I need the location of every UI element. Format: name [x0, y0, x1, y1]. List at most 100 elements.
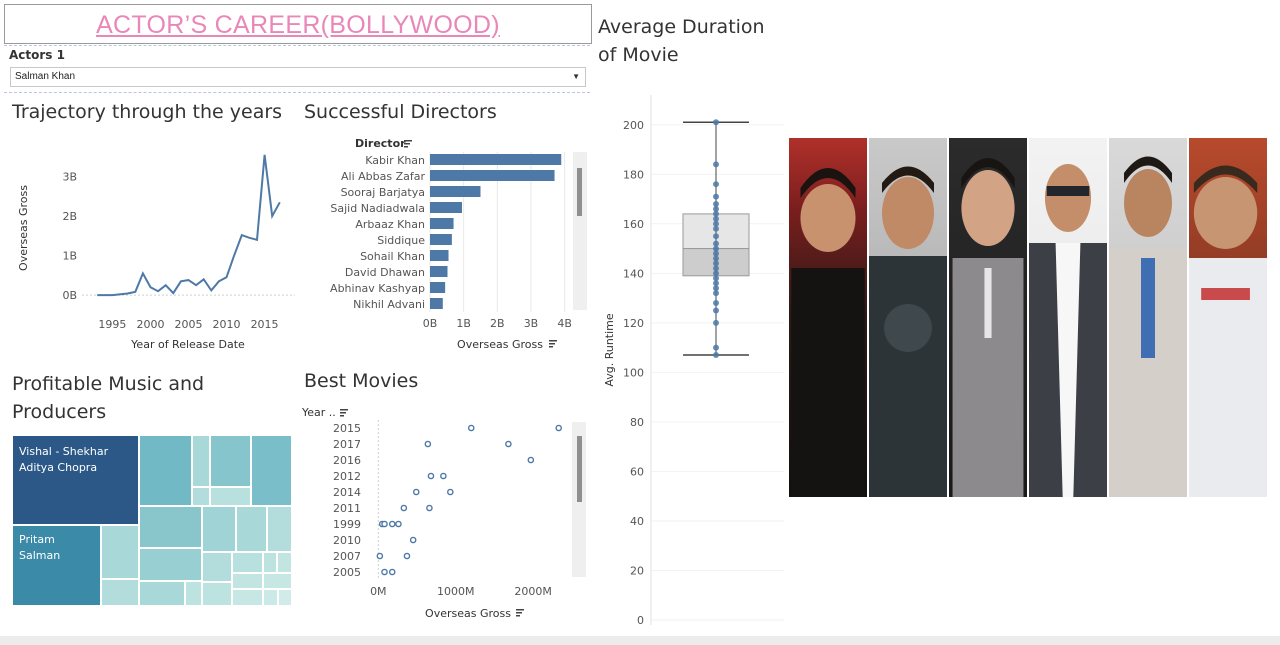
treemap-cell[interactable] [102, 526, 138, 578]
directors-xlabel: Overseas Gross [457, 338, 543, 351]
trajectory-chart[interactable]: 0B 1B 2B 3B 1995 2000 2005 2010 2015 Overseas Gr… [10, 130, 295, 355]
duration-title: Average Duration of Movie [598, 13, 765, 69]
treemap-cell[interactable] [140, 507, 201, 547]
best-movies-chart[interactable]: Year .. 0M 1000M 2000M 2015 2017 2016 2012 2014… [298, 400, 592, 625]
actor-filter-value: Salman Khan [15, 71, 76, 82]
treemap-cell[interactable] [233, 553, 262, 572]
runtime-point [713, 181, 719, 188]
treemap-label-music: Vishal - Shekhar [19, 445, 109, 458]
y-tick-label: 60 [630, 465, 644, 478]
chevron-down-icon[interactable]: ▼ [572, 72, 580, 81]
y-tick-label: 200 [623, 119, 644, 132]
treemap-cell[interactable] [264, 574, 291, 588]
movie-point [440, 472, 447, 480]
runtime-point [713, 205, 719, 212]
runtime-point [713, 260, 719, 267]
duration-title-line1: Average Duration [598, 16, 765, 38]
x-tick-label: 1000M [437, 585, 475, 598]
treemap-cell[interactable] [264, 553, 276, 572]
movie-point [395, 520, 402, 528]
x-tick-label: 2000M [514, 585, 552, 598]
divider-top [4, 45, 590, 46]
y-tick-label: 1B [62, 250, 77, 263]
year-label: 2010 [333, 534, 361, 547]
sort-icon[interactable] [340, 409, 348, 417]
treemap-cell[interactable] [233, 574, 262, 588]
treemap-cell[interactable] [102, 580, 138, 605]
trajectory-xlabel: Year of Release Date [130, 338, 245, 351]
year-header: Year .. [301, 406, 336, 419]
divider-filter [4, 92, 590, 93]
treemap-cell[interactable] [211, 436, 250, 486]
treemap-cell[interactable] [279, 590, 291, 605]
movie-point [381, 520, 388, 528]
director-bar [430, 218, 454, 229]
treemap-cell[interactable] [203, 583, 231, 605]
director-bar [430, 298, 443, 309]
y-tick-label: 100 [623, 366, 644, 379]
directors-chart[interactable]: Director 0B 1B 2B 3B 4B Kabir Khan Ali Abbas Z… [300, 130, 592, 355]
actor-photo [1189, 138, 1267, 497]
actor-filter-label: Actors 1 [9, 48, 65, 62]
duration-ylabel: Avg. Runtime [603, 313, 616, 387]
movie-point [426, 504, 433, 512]
treemap-cell[interactable] [237, 507, 266, 551]
sort-icon[interactable] [404, 140, 412, 148]
treemap-cell[interactable] [140, 549, 201, 580]
best-movies-xlabel: Overseas Gross [425, 607, 511, 620]
runtime-point [713, 285, 719, 292]
x-tick-label: 1B [456, 317, 471, 330]
runtime-point [713, 275, 719, 282]
treemap-cell[interactable] [203, 553, 231, 581]
treemap-cell[interactable] [193, 488, 209, 505]
actor-filter-dropdown[interactable]: Salman Khan ▼ [10, 67, 586, 87]
treemap-label-producer: Salman [19, 549, 61, 562]
treemap-cell[interactable] [186, 582, 201, 605]
y-tick-label: 140 [623, 267, 644, 280]
director-label: David Dhawan [345, 266, 425, 279]
treemap-cell[interactable] [278, 553, 291, 572]
treemap-cell[interactable] [268, 507, 291, 551]
directors-scrollbar-thumb[interactable] [577, 168, 582, 216]
y-tick-label: 20 [630, 564, 644, 577]
movie-point [388, 568, 396, 576]
treemap-cell[interactable] [264, 590, 277, 605]
y-tick-label: 80 [630, 416, 644, 429]
music-title-line2: Producers [12, 401, 107, 423]
sort-icon[interactable] [516, 609, 524, 617]
treemap-cell[interactable] [252, 436, 291, 505]
runtime-point [713, 270, 719, 277]
x-tick-label: 2010 [213, 318, 241, 331]
runtime-point [713, 255, 719, 262]
director-bar [430, 170, 555, 181]
treemap-cell[interactable] [140, 436, 191, 505]
treemap-cell[interactable] [203, 507, 235, 551]
runtime-point [713, 240, 719, 247]
runtime-point [713, 280, 719, 287]
treemap-cell-vishal-shekhar[interactable]: Vishal - Shekhar Aditya Chopra [13, 436, 138, 524]
treemap-cell-pritam[interactable]: Pritam Salman [13, 526, 100, 605]
treemap-cell[interactable] [233, 590, 262, 605]
director-label: Siddique [377, 234, 425, 247]
best-movies-scrollbar-thumb[interactable] [577, 436, 582, 502]
sort-icon[interactable] [549, 340, 557, 348]
treemap-cell[interactable] [140, 582, 184, 605]
runtime-point [713, 225, 719, 232]
music-title-line1: Profitable Music and [12, 373, 205, 395]
treemap-cell[interactable] [193, 436, 209, 486]
runtime-point [713, 245, 719, 252]
director-label: Sohail Khan [360, 250, 425, 263]
runtime-point [713, 201, 719, 207]
music-title: Profitable Music and Producers [12, 370, 204, 426]
director-bar [430, 186, 481, 197]
runtime-point [713, 193, 719, 200]
director-bar [430, 266, 448, 277]
year-label: 2011 [333, 502, 361, 515]
movie-point [400, 504, 408, 512]
best-movies-title: Best Movies [304, 370, 419, 392]
music-treemap[interactable]: Vishal - Shekhar Aditya Chopra Pritam Sa… [13, 436, 291, 605]
directors-scrollbar-track[interactable] [573, 152, 587, 310]
treemap-cell[interactable] [211, 488, 250, 505]
year-label: 1999 [333, 518, 361, 531]
duration-chart[interactable]: 0 20 40 60 80 100 120 140 160 180 200 Avg. Runtime [596, 80, 790, 632]
